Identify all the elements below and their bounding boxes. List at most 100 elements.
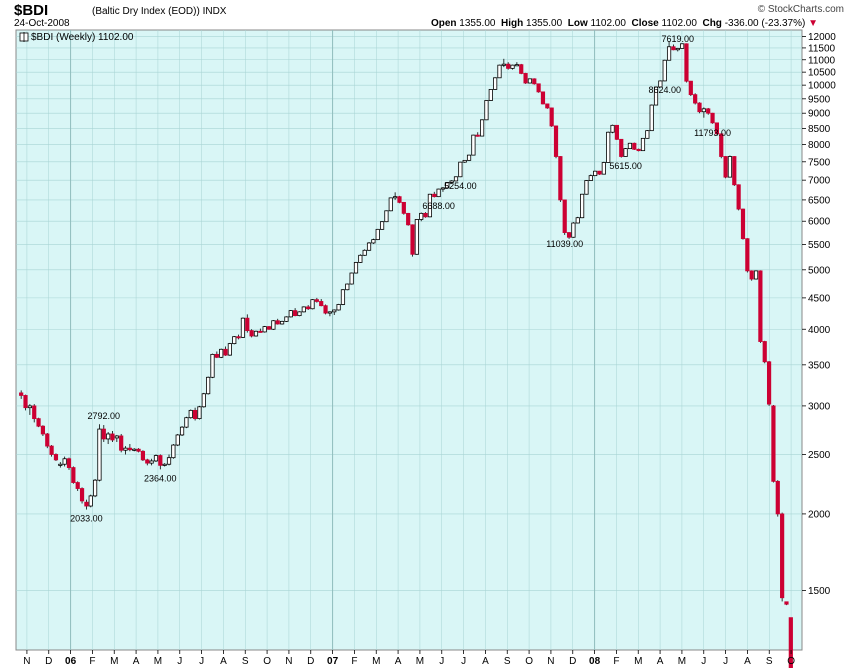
price-annotation: 7619.00 bbox=[661, 34, 694, 44]
candle-body bbox=[45, 433, 50, 447]
candle-body bbox=[297, 311, 302, 317]
candle-body bbox=[227, 343, 232, 356]
candle-body bbox=[340, 289, 346, 305]
candle-body bbox=[671, 46, 676, 51]
candle-body bbox=[53, 454, 59, 461]
open-value: 1355.00 bbox=[459, 18, 496, 29]
chart-legend: $BDI (Weekly) 1102.00 bbox=[19, 32, 134, 43]
candle-body bbox=[92, 479, 98, 497]
candle-body bbox=[323, 305, 328, 314]
y-tick-label: 8000 bbox=[808, 140, 831, 151]
candle-body bbox=[266, 326, 272, 330]
candle-body bbox=[410, 224, 415, 255]
candle-body bbox=[610, 124, 615, 133]
candle-body bbox=[606, 131, 611, 163]
quote-summary: Open 1355.00 High 1355.00 Low 1102.00 Cl… bbox=[431, 18, 818, 29]
candle-body bbox=[445, 182, 450, 189]
y-tick-label: 4000 bbox=[808, 325, 831, 336]
candle-body bbox=[784, 601, 789, 605]
y-tick-label: 1500 bbox=[808, 586, 831, 597]
candle-body bbox=[684, 43, 689, 82]
candle-body bbox=[436, 188, 441, 198]
y-tick-label: 6500 bbox=[808, 195, 831, 206]
x-tick-label: M bbox=[678, 656, 686, 667]
candle-body bbox=[593, 170, 598, 177]
candle-body bbox=[493, 77, 498, 90]
candle-body bbox=[619, 138, 624, 157]
candle-body bbox=[249, 330, 254, 337]
candle-body bbox=[458, 161, 463, 178]
symbol-name: (Baltic Dry Index (EOD)) INDX bbox=[92, 6, 226, 17]
candle-body bbox=[66, 458, 72, 468]
candle-body bbox=[484, 100, 489, 121]
quote-date: 24-Oct-2008 bbox=[14, 18, 70, 29]
x-tick-label: S bbox=[242, 656, 249, 667]
x-tick-label: 08 bbox=[589, 656, 601, 667]
candle-body bbox=[753, 270, 759, 280]
y-tick-label: 12000 bbox=[808, 32, 836, 43]
low-value: 1102.00 bbox=[590, 18, 626, 29]
candle-body bbox=[623, 148, 628, 157]
y-tick-label: 2000 bbox=[808, 509, 831, 520]
candle-body bbox=[166, 457, 172, 465]
candle-body bbox=[88, 495, 93, 507]
candle-body bbox=[749, 270, 754, 280]
index-name: (Baltic Dry Index (EOD)) bbox=[92, 6, 200, 17]
candle-body bbox=[49, 445, 54, 455]
candle-body bbox=[197, 406, 202, 420]
candle-body bbox=[614, 124, 619, 140]
candle-body bbox=[501, 63, 506, 66]
x-tick-label: J bbox=[439, 656, 444, 667]
candle-body bbox=[110, 433, 115, 441]
candle-body bbox=[36, 418, 41, 427]
x-tick-label: M bbox=[372, 656, 380, 667]
candle-body bbox=[62, 458, 67, 465]
candle-body bbox=[662, 59, 667, 82]
x-tick-label: 06 bbox=[65, 656, 77, 667]
candle-body bbox=[293, 310, 298, 317]
candle-body bbox=[214, 353, 219, 358]
y-tick-label: 10000 bbox=[808, 81, 836, 92]
candle-body bbox=[536, 83, 541, 93]
candle-body bbox=[140, 450, 146, 461]
candle-body bbox=[384, 210, 389, 223]
x-tick-label: J bbox=[461, 656, 466, 667]
candle-body bbox=[488, 89, 493, 101]
candle-body bbox=[575, 217, 580, 224]
candle-body bbox=[393, 196, 398, 199]
candle-body bbox=[419, 212, 424, 220]
exchange-label: INDX bbox=[202, 6, 227, 17]
candle-body bbox=[184, 417, 189, 428]
candle-body bbox=[688, 80, 693, 96]
price-annotation: 11039.00 bbox=[546, 239, 583, 249]
grid-lines bbox=[16, 30, 802, 650]
candle-body bbox=[401, 201, 406, 214]
candle-body bbox=[540, 91, 546, 105]
x-tick-label: D bbox=[45, 656, 52, 667]
candle-body bbox=[701, 108, 706, 113]
candle-body bbox=[245, 317, 250, 331]
candle-body bbox=[366, 242, 372, 251]
candle-body bbox=[319, 301, 324, 307]
candle-body bbox=[349, 272, 354, 285]
x-tick-label: N bbox=[547, 656, 554, 667]
candle-body bbox=[527, 78, 533, 84]
candle-body bbox=[723, 156, 728, 178]
candle-body bbox=[193, 409, 198, 420]
candle-body bbox=[258, 330, 263, 333]
candle-body bbox=[719, 133, 724, 157]
low-label: Low bbox=[567, 18, 588, 29]
x-tick-label: N bbox=[23, 656, 30, 667]
stockcharts-credit[interactable]: © StockCharts.com bbox=[757, 4, 844, 15]
symbol-title: $BDI bbox=[14, 2, 49, 19]
x-tick-label: A bbox=[744, 656, 751, 667]
candle-body bbox=[210, 353, 215, 378]
price-annotation: 2792.00 bbox=[88, 411, 121, 421]
candle-body bbox=[740, 208, 746, 240]
candle-body bbox=[453, 176, 459, 182]
candle-body bbox=[171, 444, 176, 459]
candle-body bbox=[288, 310, 293, 318]
x-tick-label: A bbox=[482, 656, 489, 667]
x-tick-label: A bbox=[220, 656, 227, 667]
high-value: 1355.00 bbox=[526, 18, 563, 29]
